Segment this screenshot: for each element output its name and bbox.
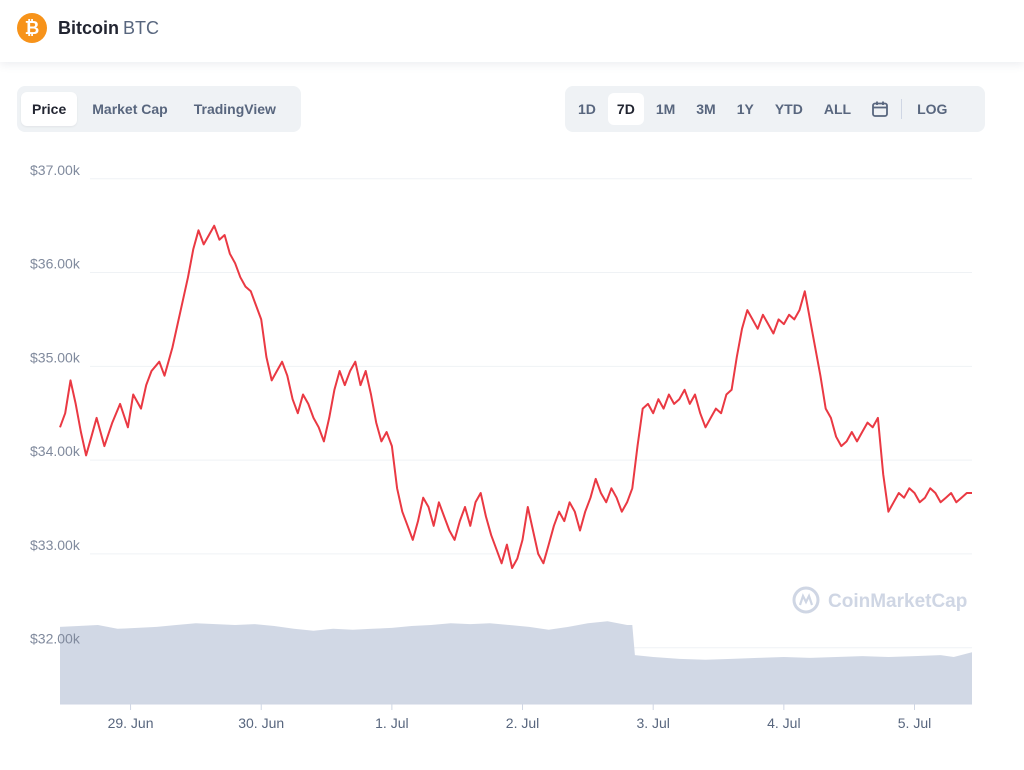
- y-tick-label: $33.00k: [30, 537, 81, 553]
- x-tick-label: 5. Jul: [898, 715, 931, 731]
- range-1d[interactable]: 1D: [578, 101, 596, 117]
- coin-title: Bitcoin BTC: [58, 18, 159, 39]
- range-ytd[interactable]: YTD: [774, 101, 803, 117]
- coin-name: Bitcoin: [58, 18, 119, 38]
- tab-price[interactable]: Price: [21, 92, 78, 126]
- y-tick-label: $36.00k: [30, 256, 81, 272]
- y-tick-label: $34.00k: [30, 443, 81, 459]
- x-tick-label: 30. Jun: [238, 715, 284, 731]
- range-1m[interactable]: 1M: [655, 101, 676, 117]
- price-chart[interactable]: $32.00k $33.00k $34.00k $35.00k $36.00k $37.0…: [0, 150, 1024, 770]
- chart-type-tabs: Price Market Cap TradingView: [17, 86, 301, 132]
- coinmarketcap-logo-icon: [792, 586, 820, 614]
- tab-market-cap[interactable]: Market Cap: [92, 101, 168, 117]
- range-7d[interactable]: 7D: [607, 93, 644, 125]
- range-3m[interactable]: 3M: [696, 101, 716, 117]
- volume-area: [60, 621, 972, 704]
- grid-lines: [90, 178, 972, 649]
- y-axis-ticks: $32.00k $33.00k $34.00k $35.00k $36.00k $37.0…: [30, 162, 81, 647]
- price-line-layer: [59, 224, 972, 569]
- range-divider: [901, 99, 903, 119]
- bitcoin-logo-icon: ₿: [17, 13, 47, 43]
- price-line: [59, 224, 972, 569]
- x-tick-label: 3. Jul: [636, 715, 669, 731]
- range-1y[interactable]: 1Y: [736, 101, 754, 117]
- coinmarketcap-watermark: CoinMarketCap: [792, 586, 967, 614]
- y-tick-label: $35.00k: [30, 349, 81, 365]
- x-tick-label: 1. Jul: [375, 715, 408, 731]
- time-range-selector: 1D 7D 1M 3M 1Y YTD ALL LOG: [565, 86, 985, 132]
- coin-symbol: BTC: [123, 18, 159, 38]
- range-all[interactable]: ALL: [823, 101, 852, 117]
- calendar-icon[interactable]: [871, 100, 889, 118]
- volume-area-layer: [60, 621, 972, 704]
- y-tick-label: $32.00k: [30, 631, 81, 647]
- x-tick-label: 29. Jun: [108, 715, 154, 731]
- tab-tradingview[interactable]: TradingView: [193, 101, 276, 117]
- watermark-label: CoinMarketCap: [828, 591, 967, 612]
- y-tick-label: $37.00k: [30, 162, 81, 178]
- x-tick-label: 2. Jul: [506, 715, 539, 731]
- x-tick-label: 4. Jul: [767, 715, 800, 731]
- x-axis-ticks: 29. Jun 30. Jun 1. Jul 2. Jul 3. Jul 4. Jul 5.…: [60, 703, 972, 731]
- coin-header: ₿ Bitcoin BTC: [0, 0, 1024, 62]
- log-scale-toggle[interactable]: LOG: [917, 101, 948, 117]
